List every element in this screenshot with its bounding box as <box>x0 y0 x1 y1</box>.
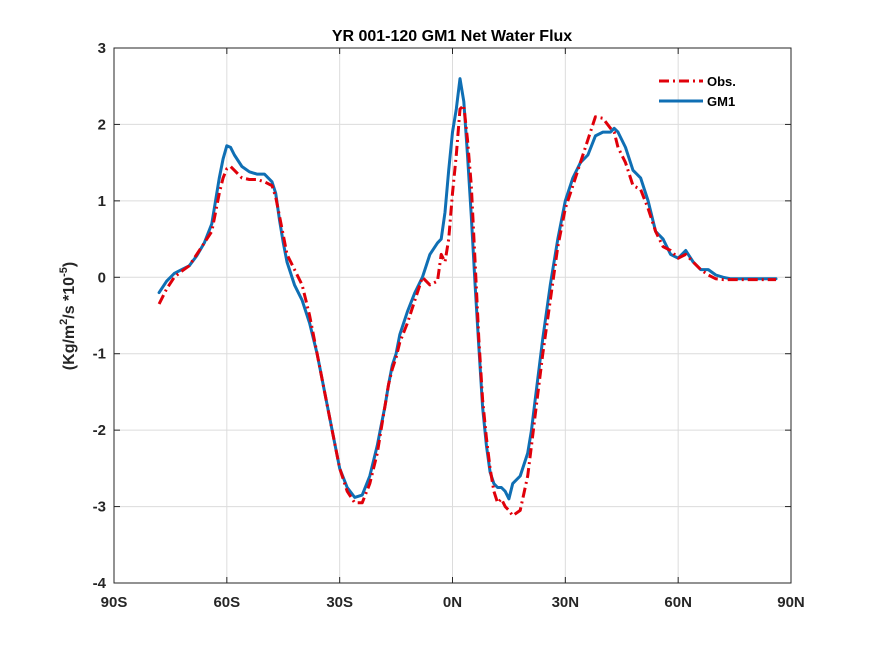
legend-label-gm1: GM1 <box>707 94 735 109</box>
x-tick-label: 90S <box>101 594 128 611</box>
data-series <box>157 77 778 518</box>
y-tick-label: 2 <box>98 116 106 133</box>
y-axis-label-sup2: -5 <box>58 267 70 277</box>
y-tick-label: -1 <box>93 346 106 363</box>
x-tick-label: 30S <box>326 594 353 611</box>
y-tick-label: -2 <box>93 422 106 439</box>
y-axis-label-sup1: 2 <box>58 319 70 325</box>
y-axis-label-mid: /s *10 <box>61 277 78 319</box>
x-tick-label: 0N <box>443 594 462 611</box>
y-tick-label: 1 <box>98 193 106 210</box>
y-tick-label: -4 <box>93 575 107 592</box>
series-line-gm1 <box>157 77 778 501</box>
y-tick-label: 3 <box>98 40 106 57</box>
y-tick-label: 0 <box>98 269 106 286</box>
x-tick-label: 90N <box>777 594 805 611</box>
y-tick-label: -3 <box>93 499 106 516</box>
series-line-obs <box>157 103 776 518</box>
axis-ticks: 90S 60S 30S 0N 30N 60N 90N -4 -3 -2 -1 0 1 2 3 <box>93 40 805 611</box>
y-axis-label-base: (Kg/m <box>61 325 78 370</box>
y-axis-label: (Kg/m2/s *10-5) <box>58 262 78 370</box>
legend: Obs. GM1 <box>659 74 736 109</box>
x-tick-label: 30N <box>552 594 580 611</box>
y-axis-label-end: ) <box>61 262 78 267</box>
x-tick-label: 60S <box>213 594 240 611</box>
legend-label-obs: Obs. <box>707 74 736 89</box>
chart-title: YR 001-120 GM1 Net Water Flux <box>332 28 572 45</box>
x-tick-label: 60N <box>664 594 692 611</box>
